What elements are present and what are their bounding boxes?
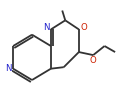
Text: O: O: [80, 23, 87, 32]
Text: O: O: [90, 56, 97, 65]
Text: N: N: [5, 64, 12, 73]
Text: N: N: [43, 23, 50, 32]
